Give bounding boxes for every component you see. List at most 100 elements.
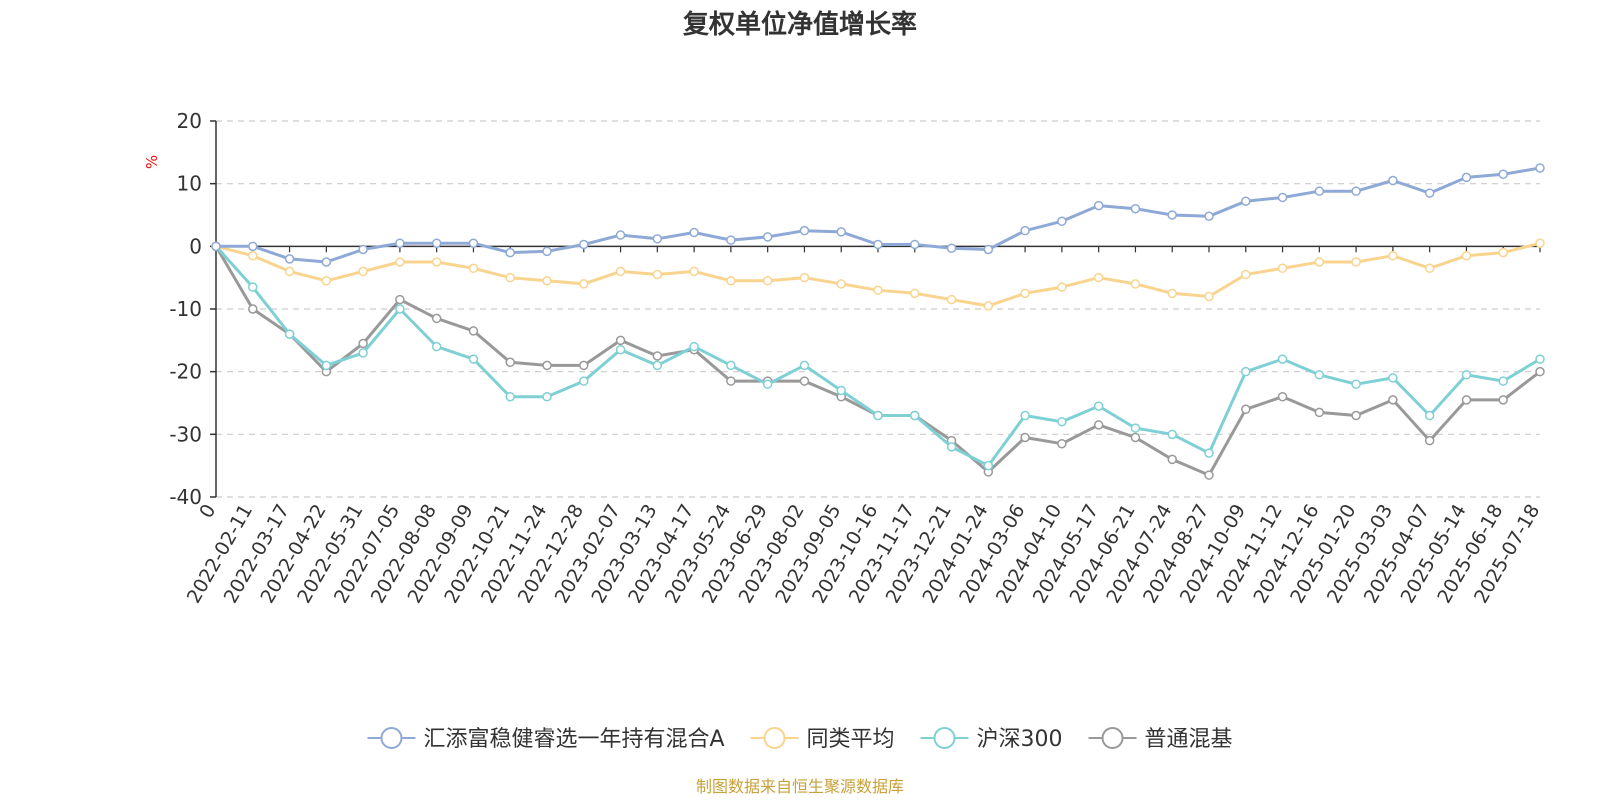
series-line xyxy=(214,241,1542,308)
data-point xyxy=(1093,420,1104,430)
data-point xyxy=(1388,395,1398,405)
data-point xyxy=(248,282,258,292)
data-point xyxy=(873,239,883,250)
data-point xyxy=(431,313,442,324)
data-point xyxy=(395,304,405,314)
data-point xyxy=(505,247,515,258)
data-point xyxy=(615,266,626,277)
data-point xyxy=(395,257,405,267)
data-point xyxy=(799,225,810,236)
series-layer xyxy=(211,163,1545,480)
series-2 xyxy=(211,241,1545,471)
data-point xyxy=(910,288,920,299)
data-point xyxy=(1130,279,1141,289)
data-point xyxy=(211,241,221,252)
data-point xyxy=(726,276,736,286)
data-point xyxy=(726,360,736,371)
data-point xyxy=(579,360,589,371)
data-point xyxy=(873,285,883,295)
data-point xyxy=(762,379,773,389)
data-point xyxy=(1057,438,1067,449)
data-point xyxy=(1204,470,1214,480)
y-tick-label: 0 xyxy=(189,234,202,258)
data-point xyxy=(689,227,699,238)
data-point xyxy=(836,227,846,237)
data-point xyxy=(1314,186,1325,196)
data-point xyxy=(1351,410,1361,421)
legend-symbol-marker xyxy=(763,727,786,749)
chart-title: 复权单位净值增长率 xyxy=(683,9,917,40)
legend-item[interactable]: 普通混基 xyxy=(1088,727,1233,752)
data-point xyxy=(873,410,883,421)
data-point xyxy=(1424,188,1435,198)
data-point xyxy=(1461,370,1472,380)
data-point xyxy=(762,232,773,242)
x-tick-label: 0 xyxy=(195,501,220,522)
data-point xyxy=(1388,175,1398,186)
data-point xyxy=(248,250,258,261)
data-point xyxy=(652,351,663,361)
series-0 xyxy=(211,163,1545,267)
data-point xyxy=(1424,410,1435,421)
data-point xyxy=(1020,288,1030,299)
y-tick-label: -10 xyxy=(169,297,202,321)
data-point xyxy=(395,238,405,248)
y-tick-label: -40 xyxy=(169,485,202,509)
data-point xyxy=(431,238,442,248)
data-point xyxy=(248,304,258,314)
data-point xyxy=(689,266,699,277)
data-point xyxy=(284,266,295,277)
data-point xyxy=(1314,407,1325,418)
data-point xyxy=(1498,395,1508,405)
legend-symbol-marker xyxy=(1101,727,1124,749)
data-point xyxy=(1498,169,1508,180)
data-point xyxy=(1020,410,1030,421)
data-point xyxy=(983,301,994,311)
grid-layer xyxy=(216,120,1540,498)
data-point xyxy=(1167,454,1177,465)
data-point xyxy=(468,326,479,336)
legend-label: 沪深300 xyxy=(977,727,1063,752)
data-point xyxy=(1314,370,1325,380)
data-point xyxy=(1241,196,1251,206)
data-point xyxy=(468,354,479,364)
legend: 汇添富稳健睿选一年持有混合A 同类平均 沪深300 普通混基 xyxy=(367,727,1233,752)
data-point xyxy=(983,460,994,471)
legend-item[interactable]: 汇添富稳健睿选一年持有混合A xyxy=(367,727,725,752)
data-point xyxy=(1241,366,1251,377)
data-point xyxy=(1167,288,1177,299)
data-point xyxy=(762,276,773,286)
series-1 xyxy=(211,238,1545,311)
data-point xyxy=(799,272,810,283)
data-point xyxy=(946,243,957,253)
data-point xyxy=(579,376,589,386)
data-point xyxy=(1241,269,1251,280)
data-point xyxy=(615,230,626,240)
data-point xyxy=(1351,186,1361,196)
legend-item[interactable]: 同类平均 xyxy=(750,727,895,752)
legend-symbol-marker xyxy=(933,727,956,749)
data-point xyxy=(1424,435,1435,446)
data-point xyxy=(726,376,736,386)
legend-item[interactable]: 沪深300 xyxy=(920,727,1063,752)
data-point xyxy=(358,338,368,349)
data-point xyxy=(1204,448,1214,458)
data-point xyxy=(1204,211,1214,222)
data-point xyxy=(542,391,552,402)
y-tick-label: -20 xyxy=(169,360,202,384)
data-point xyxy=(321,360,332,371)
legend-label: 同类平均 xyxy=(807,727,895,752)
data-point xyxy=(284,329,295,339)
y-axis-unit: % xyxy=(143,155,161,169)
data-point xyxy=(468,238,479,248)
data-point xyxy=(689,341,699,352)
data-point xyxy=(505,272,515,283)
data-point xyxy=(505,357,515,368)
data-point xyxy=(1314,257,1325,267)
data-point xyxy=(431,341,442,352)
data-point xyxy=(1167,429,1177,440)
data-point xyxy=(1535,354,1545,364)
data-point xyxy=(1498,247,1508,258)
data-point xyxy=(1020,432,1030,443)
